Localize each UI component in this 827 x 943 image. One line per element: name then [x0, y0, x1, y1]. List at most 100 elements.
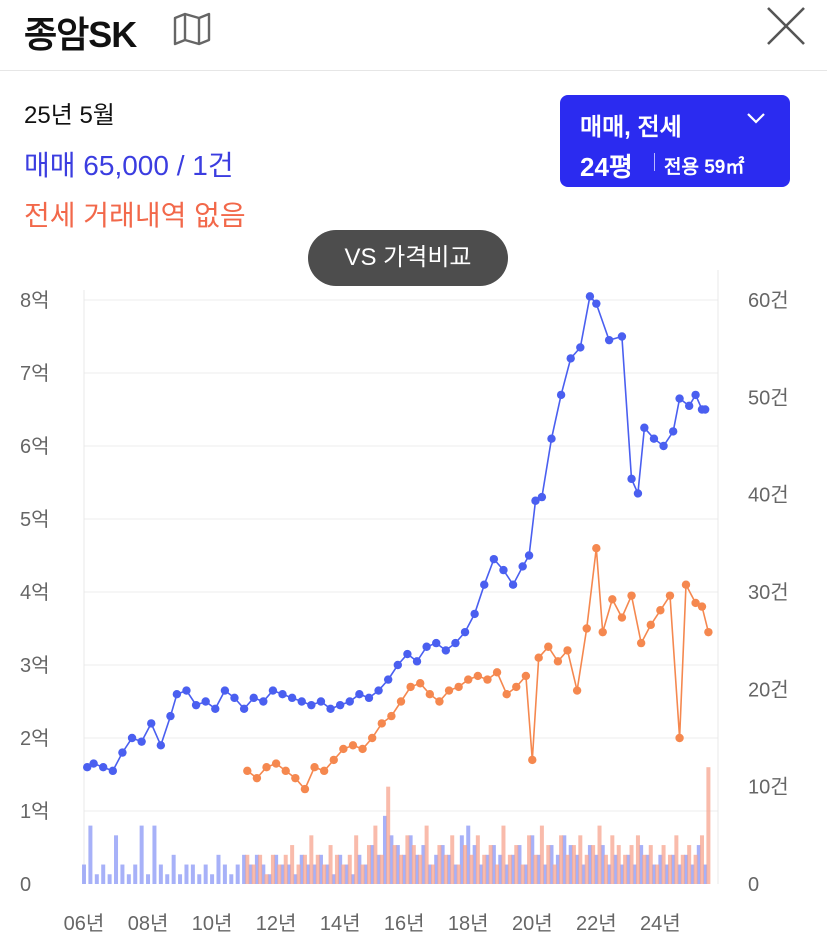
sale-price-point [518, 562, 527, 571]
volume-bar [552, 864, 557, 884]
volume-bar [549, 845, 554, 884]
x-tick-label: 18년 [448, 912, 489, 935]
volume-bar [530, 835, 535, 884]
volume-bar [587, 845, 592, 884]
jeonse-price-point [656, 606, 665, 615]
compare-price-button[interactable]: VS 가격비교 [308, 230, 508, 286]
volume-bar [424, 825, 429, 884]
sale-price-point [156, 741, 166, 750]
sale-price-point [627, 474, 636, 484]
volume-bar [101, 864, 106, 884]
volume-bar [645, 854, 650, 884]
volume-bar [466, 825, 471, 884]
volume-bar [290, 845, 295, 884]
volume-bar [568, 845, 573, 884]
sale-price-point [147, 719, 156, 728]
sale-price-point [576, 343, 585, 352]
jeonse-price-point [406, 682, 415, 692]
sale-price-point [441, 646, 451, 655]
sale-price-point [191, 700, 201, 710]
chevron-down-icon [747, 113, 765, 124]
map-icon[interactable] [172, 12, 212, 46]
sale-price-point [659, 441, 668, 451]
sale-price-point [99, 763, 108, 772]
volume-bar [165, 874, 170, 884]
volume-bar [491, 845, 496, 884]
sale-price-point [403, 649, 412, 659]
volume-bar [267, 874, 272, 884]
volume-bar [376, 854, 381, 884]
volume-bar [126, 874, 131, 884]
volume-bar [405, 835, 410, 884]
jeonse-price-point [329, 755, 338, 765]
volume-bar [667, 854, 672, 884]
volume-bar [683, 854, 688, 884]
volume-bar [325, 864, 330, 884]
volume-bar [690, 864, 695, 884]
volume-bar [655, 864, 660, 884]
volume-bar [623, 854, 628, 884]
x-tick-label: 24년 [640, 912, 681, 935]
volume-bar [443, 854, 448, 884]
volume-bar [520, 864, 525, 884]
volume-bar [696, 845, 701, 884]
sale-price-point [684, 401, 694, 411]
volume-bar [658, 854, 663, 884]
jeonse-price-point [563, 646, 572, 655]
y-left-tick-label: 2억 [20, 727, 50, 750]
sale-price-point [537, 492, 547, 502]
jeonse-price-point [319, 766, 329, 776]
volume-bar [536, 854, 541, 884]
sale-price-point [592, 299, 601, 308]
volume-bar [594, 854, 599, 884]
volume-bar [415, 854, 420, 884]
sale-price-point [108, 766, 118, 776]
sale-price-point [268, 686, 278, 695]
x-tick-label: 16년 [384, 912, 425, 935]
jeonse-price-point [281, 766, 290, 776]
volume-bar [575, 854, 580, 884]
jeonse-price-point [291, 773, 300, 783]
volume-bar [591, 845, 596, 884]
page-title: 종암SK [24, 14, 137, 55]
volume-bar [498, 854, 503, 884]
volume-bar [341, 864, 346, 884]
volume-bar [584, 854, 589, 884]
volume-bar [389, 835, 394, 884]
trade-filter-button[interactable]: 매매, 전세 24평 전용 59㎡ [560, 95, 790, 187]
x-tick-label: 14년 [320, 912, 361, 935]
sale-price-point [182, 686, 191, 695]
y-right-tick-label: 60건 [748, 289, 789, 312]
jeonse-price-point [617, 613, 627, 622]
volume-bar [248, 864, 253, 884]
sale-price-point [633, 489, 643, 498]
jeonse-price-point [348, 741, 358, 750]
sale-price-point [137, 737, 146, 746]
volume-bar [472, 845, 477, 884]
sale-price-point [345, 697, 354, 706]
volume-bar [539, 825, 544, 884]
jeonse-price-point [454, 682, 463, 692]
volume-bar [463, 845, 468, 884]
volume-bar [411, 845, 416, 884]
volume-bar [245, 854, 250, 884]
sale-price-point [585, 292, 595, 301]
close-icon[interactable] [764, 4, 808, 48]
jeonse-price-point [646, 620, 655, 630]
volume-bar [229, 874, 234, 884]
volume-bar [258, 854, 263, 884]
x-tick-label: 08년 [128, 912, 169, 935]
volume-bar [597, 825, 602, 884]
volume-bar [453, 864, 458, 884]
volume-bar [360, 864, 365, 884]
sale-price-point [470, 609, 479, 619]
volume-bar [306, 864, 311, 884]
jeonse-price-point [425, 690, 435, 699]
y-left-tick-label: 5억 [20, 508, 50, 531]
volume-bar [501, 825, 506, 884]
volume-bar [82, 864, 86, 884]
sale-price-point [307, 700, 316, 710]
jeonse-price-point [444, 686, 454, 695]
sale-price-point [393, 660, 402, 670]
jeonse-price-point [691, 598, 700, 608]
